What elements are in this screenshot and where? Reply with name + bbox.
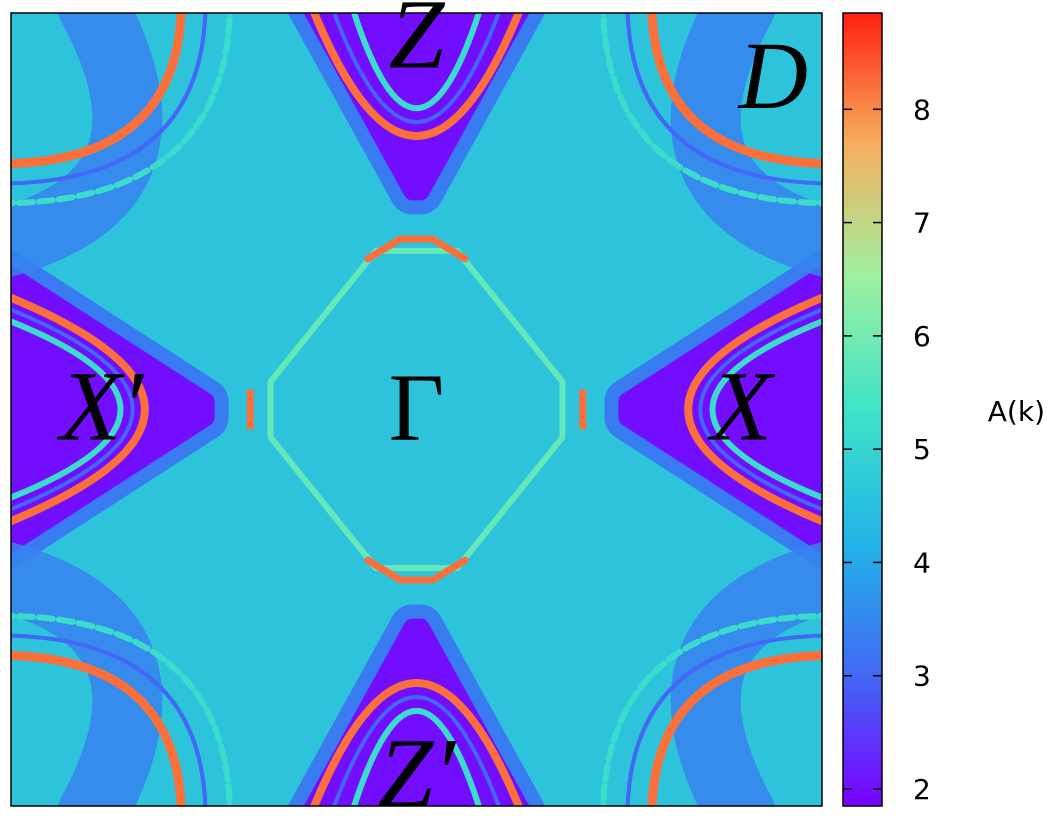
colorbar-tick-label-5: 5	[913, 433, 931, 466]
colorbar-tick-label-4: 4	[913, 546, 931, 579]
corner-arc-red-2	[11, 13, 186, 168]
heatmap-plot	[11, 13, 822, 806]
ring-bottom-arc	[364, 556, 469, 584]
corner-shade-2	[11, 13, 163, 277]
corner-arc-blue-0	[625, 13, 822, 186]
point-label-x-prime: X′	[56, 351, 145, 462]
high-intensity-ridges	[11, 13, 822, 806]
corner-shade-0	[670, 13, 822, 277]
point-label-z: Z	[389, 0, 446, 90]
pocket-z-prime	[303, 618, 530, 806]
ridge-xp-outer	[11, 293, 149, 526]
plot-frame	[10, 12, 823, 807]
colorbar-tick-label-8: 8	[913, 93, 931, 126]
colorbar-ticks: 2 3 4 5 6 7 8	[843, 93, 931, 806]
ridge-zp-outer	[310, 679, 523, 806]
corner-arc-dotted-1	[600, 612, 822, 806]
ridge-zp-mid	[332, 694, 501, 806]
ridge-x-mid	[698, 307, 822, 512]
colorbar-tick-label-3: 3	[913, 660, 931, 693]
ridge-x-inner	[709, 318, 822, 501]
ridge-xp-mid	[11, 307, 135, 512]
panel-label: D	[737, 22, 808, 129]
colorbar-tick-label-7: 7	[913, 207, 931, 240]
corner-arc-red-1	[647, 651, 822, 806]
colorbar: 2 3 4 5 6 7 8 A(k)	[842, 12, 1045, 807]
corner-arc-blue-1	[625, 633, 822, 806]
corner-arc-red-0	[647, 13, 822, 168]
colorbar-label: A(k)	[988, 395, 1045, 428]
central-ring	[246, 235, 587, 584]
ridge-z-mid	[332, 13, 501, 125]
pocket-z	[303, 13, 530, 201]
corner-shade-1	[670, 542, 822, 806]
colorbar-tick-label-6: 6	[913, 320, 931, 353]
corner-arc-dotted-2	[11, 13, 233, 207]
corner-shade-3	[11, 542, 163, 806]
corner-arc-dotted-3	[11, 612, 233, 806]
ridge-z-inner	[351, 13, 482, 111]
high-symmetry-labels: Γ X X′ Z Z′	[56, 0, 776, 821]
ring-top-arc	[364, 235, 469, 263]
point-label-z-prime: Z′	[378, 718, 458, 821]
ridge-zp-inner	[351, 708, 482, 806]
point-label-gamma: Γ	[389, 354, 445, 461]
corner-arc-blue-2	[11, 13, 208, 186]
corner-arc-blue-3	[11, 633, 208, 806]
colorbar-gradient	[842, 12, 883, 807]
ridge-x-outer	[684, 293, 822, 526]
colorbar-tick-label-2: 2	[913, 773, 931, 806]
point-label-x: X	[707, 351, 776, 462]
corner-arc-red-3	[11, 651, 186, 806]
corner-arc-dotted-0	[600, 13, 822, 207]
ridge-z-outer	[310, 13, 523, 140]
ridge-xp-inner	[11, 318, 124, 501]
